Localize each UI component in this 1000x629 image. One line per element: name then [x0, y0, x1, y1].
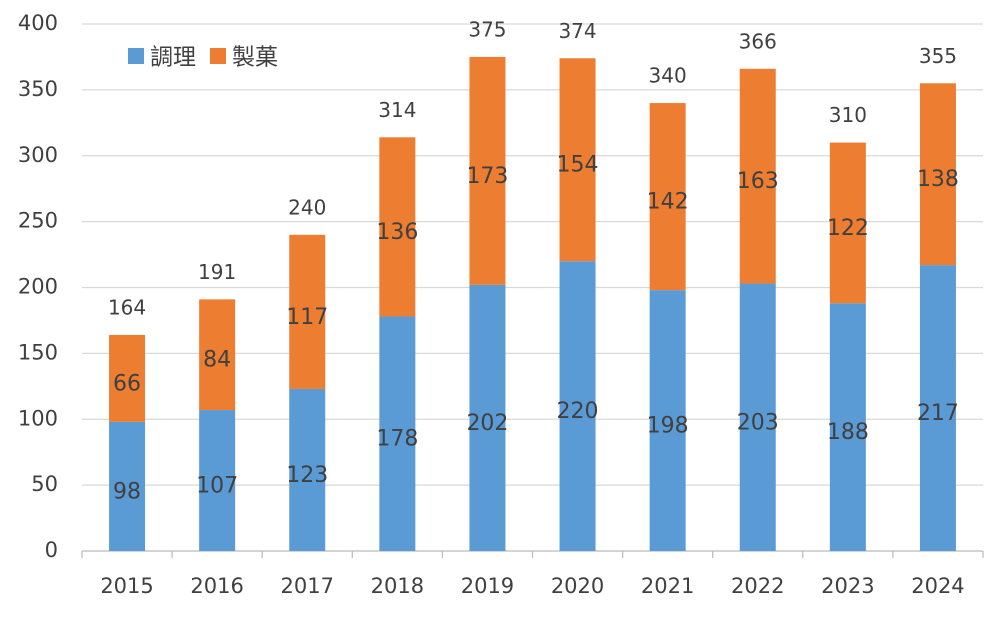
- bar-segment: [829, 303, 866, 551]
- total-label: 375: [468, 17, 506, 41]
- data-label: 203: [737, 410, 779, 435]
- x-tick-label: 2021: [641, 574, 694, 598]
- bar-segment: [379, 316, 416, 551]
- x-tick-label: 2016: [190, 574, 243, 598]
- total-label: 355: [919, 44, 957, 68]
- total-label: 240: [288, 195, 326, 219]
- y-tick-label: 350: [18, 77, 58, 101]
- x-tick-label: 2015: [100, 574, 153, 598]
- data-label: 154: [557, 153, 599, 178]
- data-label: 202: [466, 411, 508, 436]
- data-label: 163: [737, 169, 779, 194]
- bar-segment: [739, 283, 776, 551]
- x-tick-label: 2022: [731, 574, 784, 598]
- bar-segment: [289, 388, 326, 551]
- total-label: 366: [739, 29, 777, 53]
- x-tick-label: 2020: [551, 574, 604, 598]
- total-label: 314: [378, 98, 416, 122]
- total-label: 340: [649, 64, 687, 88]
- x-tick-label: 2023: [821, 574, 874, 598]
- total-label: 310: [829, 103, 867, 127]
- data-label: 98: [113, 479, 141, 504]
- y-tick-label: 250: [18, 209, 58, 233]
- x-tick-label: 2024: [911, 574, 964, 598]
- data-label: 217: [917, 401, 959, 426]
- data-label: 198: [647, 414, 689, 439]
- bar-segment: [109, 334, 146, 422]
- data-label: 220: [557, 399, 599, 424]
- legend-label: 調理: [150, 45, 196, 71]
- data-label: 138: [917, 167, 959, 192]
- y-tick-label: 400: [18, 11, 58, 35]
- data-label: 117: [286, 305, 328, 330]
- bar-segment: [379, 137, 416, 317]
- y-tick-label: 200: [18, 275, 58, 299]
- bar-segment: [739, 68, 776, 284]
- y-tick-label: 50: [31, 472, 58, 496]
- y-tick-label: 100: [18, 406, 58, 430]
- bar-segment: [469, 284, 506, 551]
- x-tick-label: 2019: [461, 574, 514, 598]
- legend-swatch: [210, 48, 226, 64]
- data-label: 178: [376, 427, 418, 452]
- bar-segment: [289, 234, 326, 389]
- data-label: 107: [196, 474, 238, 499]
- y-tick-label: 0: [45, 538, 58, 562]
- bar-segment: [199, 410, 236, 551]
- bar-segment: [919, 265, 956, 551]
- data-label: 136: [376, 220, 418, 245]
- data-label: 142: [647, 190, 689, 215]
- bar-segment: [829, 142, 866, 304]
- bar-segment: [469, 56, 506, 285]
- y-tick-label: 150: [18, 340, 58, 364]
- y-tick-label: 300: [18, 143, 58, 167]
- bar-segment: [559, 261, 596, 551]
- total-label: 191: [198, 260, 236, 284]
- data-label: 173: [466, 164, 508, 189]
- x-tick-label: 2018: [371, 574, 424, 598]
- bar-segment: [649, 290, 686, 551]
- bar-segment: [559, 58, 596, 262]
- data-label: 66: [113, 371, 141, 396]
- total-label: 374: [558, 19, 596, 43]
- bar-segment: [649, 103, 686, 291]
- data-label: 123: [286, 463, 328, 488]
- data-label: 84: [203, 348, 231, 373]
- total-label: 164: [108, 295, 146, 319]
- bar-segment: [109, 421, 146, 551]
- bar-segment: [199, 299, 236, 411]
- bar-segment: [919, 83, 956, 266]
- legend-swatch: [128, 48, 144, 64]
- data-label: 188: [827, 420, 869, 445]
- data-label: 122: [827, 216, 869, 241]
- x-tick-label: 2017: [281, 574, 334, 598]
- legend-label: 製菓: [232, 45, 278, 71]
